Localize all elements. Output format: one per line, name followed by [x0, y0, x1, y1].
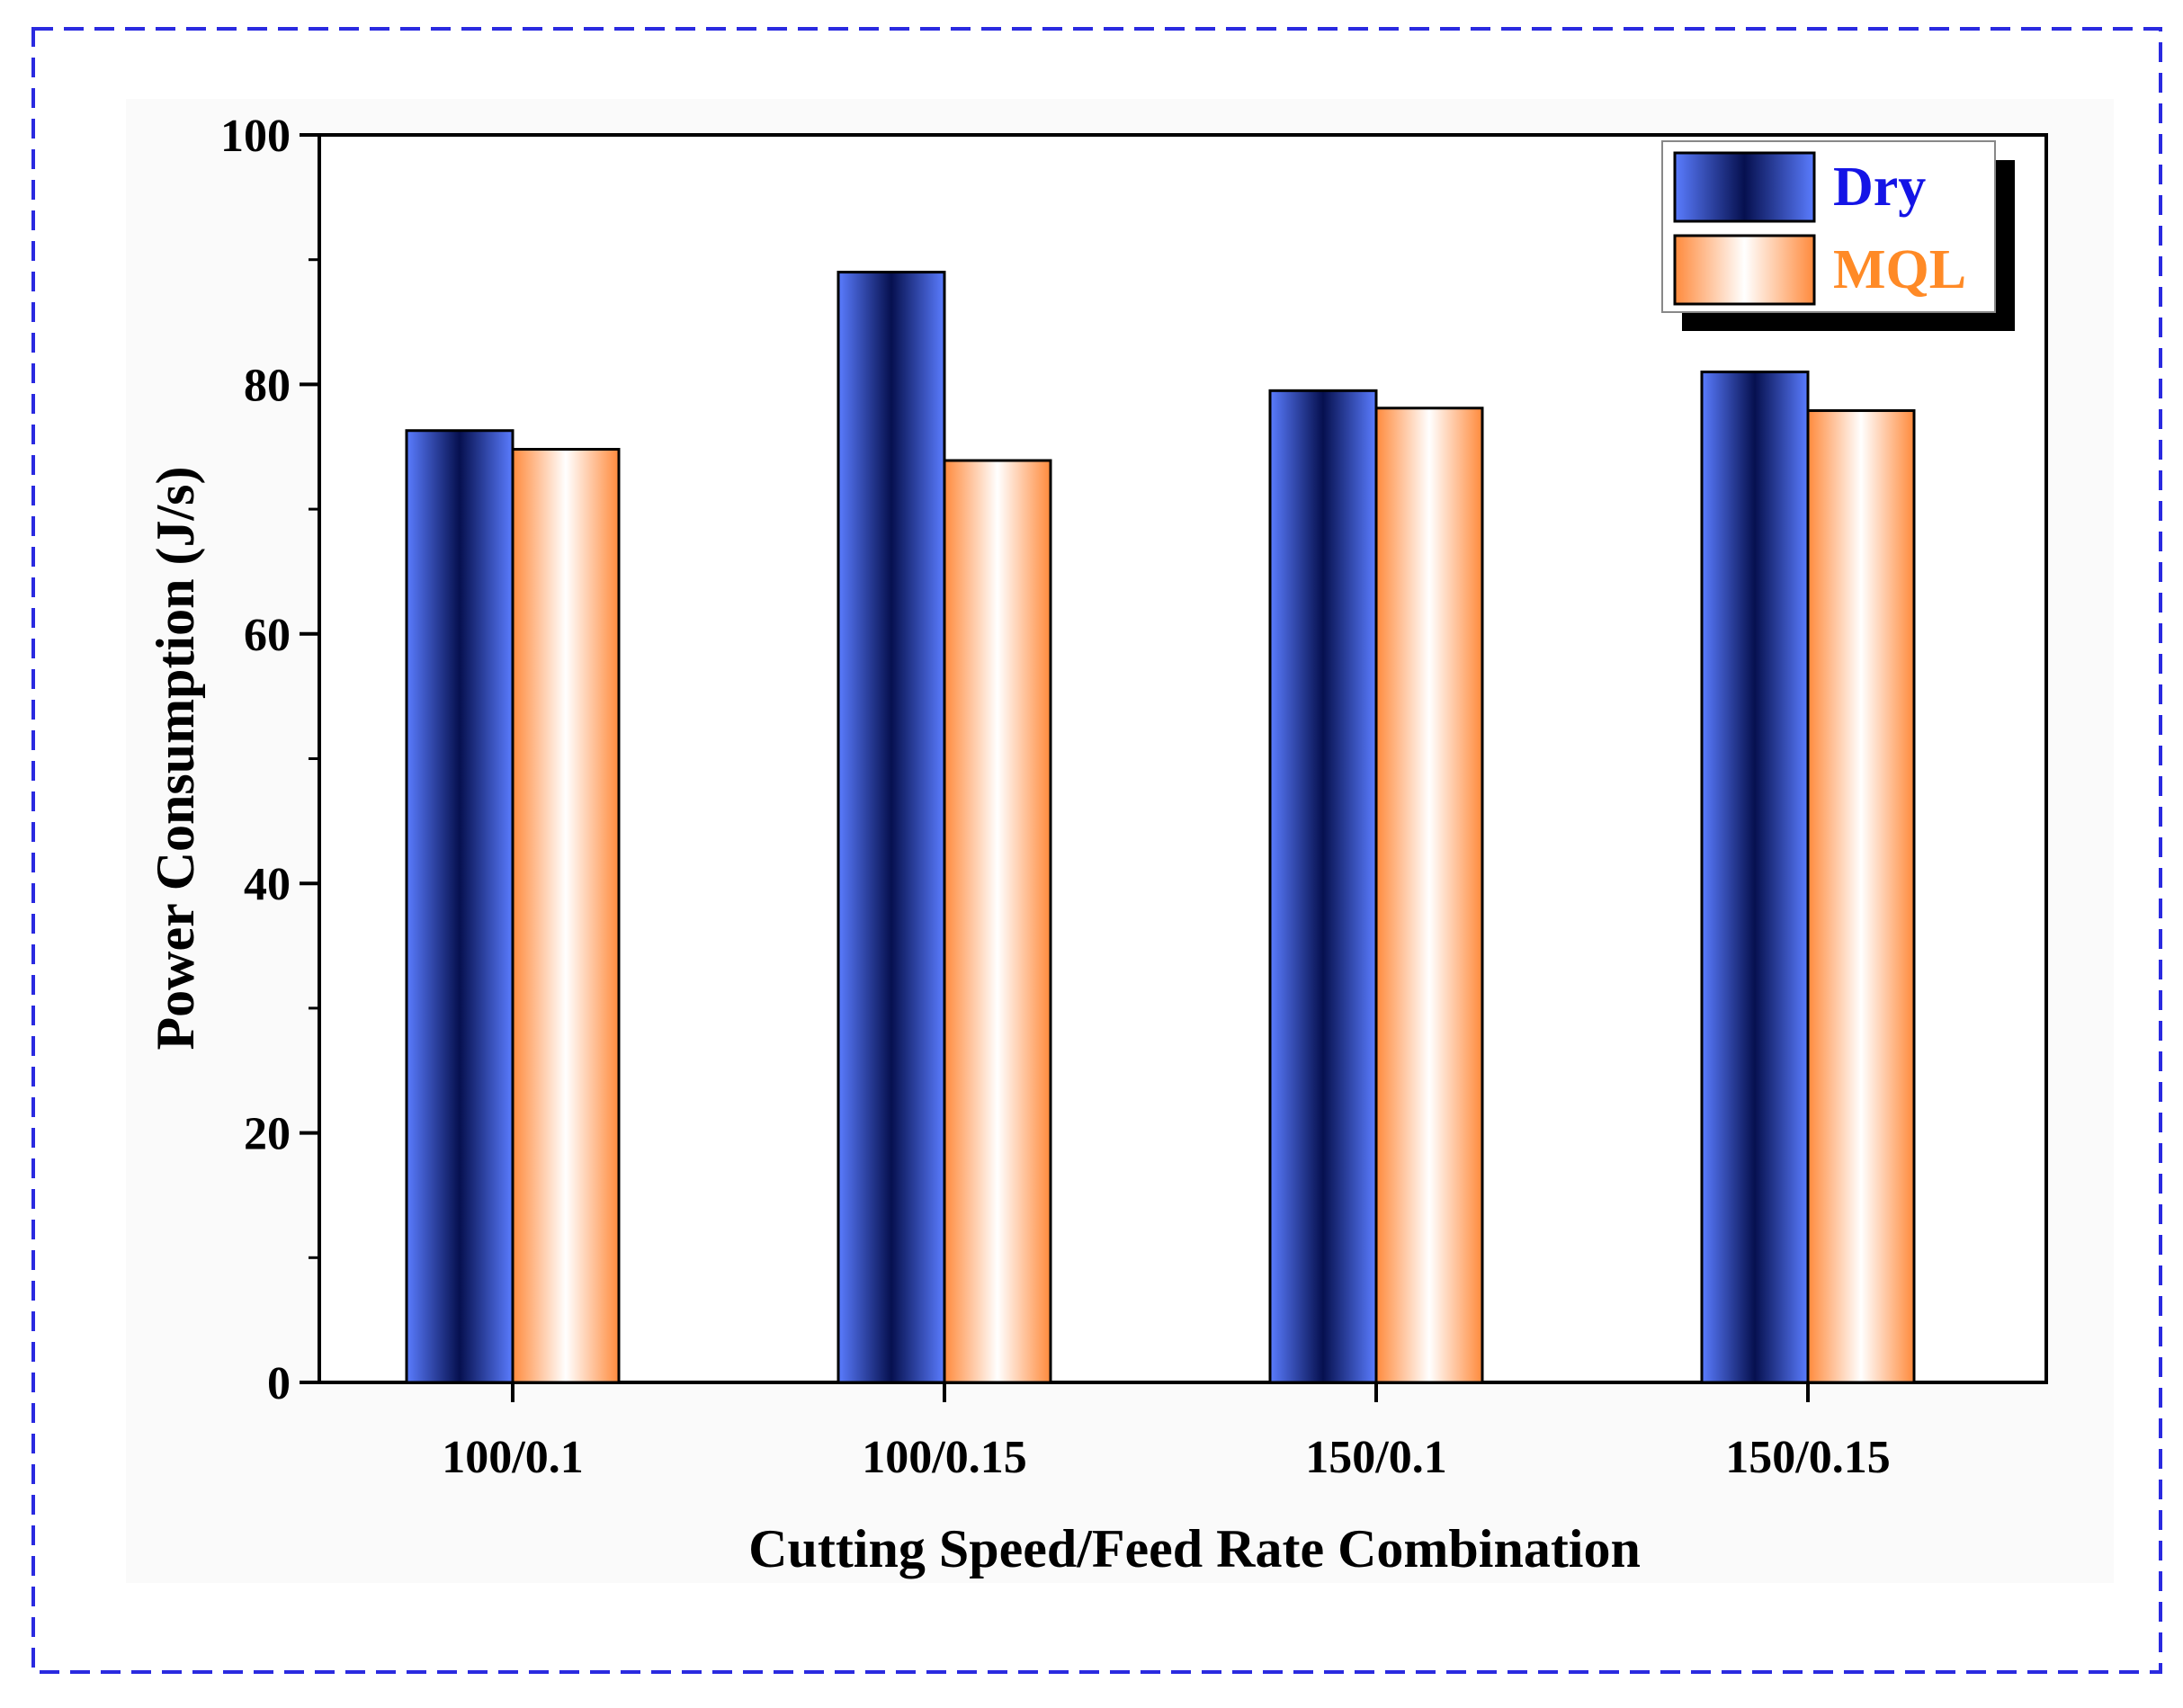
- x-tick-labels: 100/0.1 100/0.15 150/0.1 150/0.15: [442, 1432, 1890, 1483]
- bar-mql-1: [943, 459, 1052, 1384]
- y-axis-title: Power Consumption (J/s): [146, 467, 205, 1051]
- outer-dashed-frame: [31, 27, 2162, 1674]
- bar-mql-3: [1806, 409, 1916, 1384]
- legend-swatch-mql: [1673, 234, 1816, 306]
- y-tick-label: 60: [244, 610, 291, 661]
- y-axis-ticks: [300, 133, 319, 1384]
- legend-swatch-dry: [1673, 151, 1816, 223]
- x-tick-label: 150/0.15: [1725, 1432, 1890, 1483]
- bars-group: [405, 271, 1916, 1402]
- y-tick-label: 100: [220, 111, 291, 162]
- bar-dry-1: [837, 271, 946, 1384]
- x-tick-label: 100/0.15: [862, 1432, 1026, 1483]
- y-tick-label: 40: [244, 859, 291, 910]
- legend-label-mql: MQL: [1833, 239, 1966, 300]
- y-tick-labels: 0 20 40 60 80 100: [220, 111, 291, 1409]
- legend-label-dry: Dry: [1833, 156, 1926, 218]
- bar-dry-2: [1268, 389, 1378, 1384]
- x-tick-label: 150/0.1: [1305, 1432, 1446, 1483]
- x-tick-label: 100/0.1: [442, 1432, 583, 1483]
- bar-mql-2: [1374, 407, 1484, 1384]
- bar-dry-0: [405, 429, 514, 1384]
- bar-dry-3: [1700, 371, 1810, 1384]
- y-tick-label: 20: [244, 1109, 291, 1160]
- bar-mql-0: [511, 448, 621, 1384]
- x-axis-title: Cutting Speed/Feed Rate Combination: [748, 1519, 1641, 1578]
- y-tick-label: 80: [244, 360, 291, 411]
- legend: Dry MQL: [1661, 140, 2015, 331]
- y-tick-label: 0: [267, 1358, 291, 1409]
